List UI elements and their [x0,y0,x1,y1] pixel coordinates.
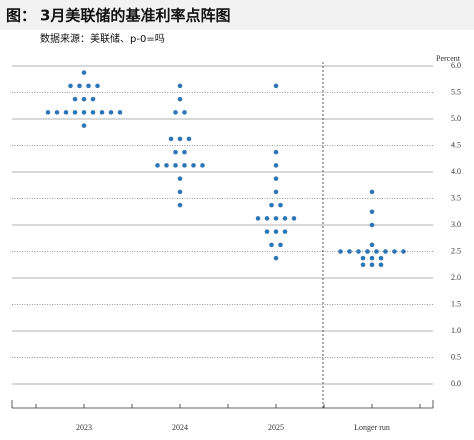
dot [255,216,261,221]
dot [177,96,183,102]
y-tick-label: 1.5 [451,299,461,308]
x-tick-label: Longer run [354,423,390,432]
x-tick-label: 2025 [268,423,284,432]
dot [182,110,187,115]
dot [273,216,279,221]
y-tick-label: 0.0 [451,379,461,388]
dot [360,255,366,261]
dot [72,110,78,115]
dot [278,242,283,248]
dot [177,136,183,142]
dot [90,110,96,115]
dot [86,83,91,89]
dot [45,110,51,115]
dot [369,262,375,268]
dot [273,163,279,168]
dot [264,229,270,234]
dot [365,249,370,254]
y-tick-label: 3.5 [451,193,461,202]
dot [81,96,87,102]
dot [273,255,279,261]
dot [177,83,183,89]
y-tick-label: 4.0 [451,167,461,176]
y-tick-label: 2.5 [451,246,461,255]
dot [168,136,174,142]
dot [200,163,205,168]
dot [68,83,73,89]
dot [369,189,375,195]
x-tick-label: 2024 [172,423,188,432]
dot [191,163,196,168]
x-tick-label: 2023 [76,423,92,432]
dot [347,249,352,254]
dot [273,229,279,234]
dot [177,202,183,208]
dot [81,123,87,128]
dot [401,249,406,254]
y-tick-label: 4.5 [451,140,461,149]
dot [282,229,288,234]
dot [269,202,274,208]
dot [269,242,274,248]
dot [95,83,100,89]
dot [81,70,87,75]
chart-title: 3月美联储的基准利率点阵图 [40,7,230,25]
dot [81,110,87,115]
y-tick-label: 6.0 [451,61,461,70]
dot [273,176,279,181]
dot [282,216,288,221]
dot [273,189,279,195]
dot [173,163,178,168]
dot [360,262,366,268]
dot [264,216,270,221]
title-bar [0,0,474,30]
dot [173,149,178,155]
dot [54,110,60,115]
dot [369,222,375,228]
dot [273,83,279,89]
y-tick-label: 5.0 [451,114,461,123]
dot [182,149,187,155]
dot [186,136,192,142]
dot [117,110,123,115]
dot [278,202,283,208]
dot [155,163,160,168]
dot [369,209,375,215]
dot [378,262,384,268]
dot [72,96,78,102]
dot [374,249,379,254]
dot [369,242,375,248]
dot [90,96,96,102]
dot [177,176,183,181]
y-axis-label: Percent [436,54,461,63]
y-tick-label: 1.0 [451,326,461,335]
y-tick-label: 0.5 [451,352,461,361]
y-tick-label: 5.5 [451,87,461,96]
dot [108,110,114,115]
dot [356,249,361,254]
dot [383,249,388,254]
dot [392,249,397,254]
dot [63,110,69,115]
dot [177,189,183,195]
dot [99,110,105,115]
dot [173,110,178,115]
dot [77,83,82,89]
dot [182,163,187,168]
title-prefix: 图： [6,7,36,25]
dot [378,255,384,261]
dot [164,163,169,168]
dot [369,255,375,261]
dot [273,149,279,155]
y-tick-label: 3.0 [451,220,461,229]
dot [338,249,343,254]
y-tick-label: 2.0 [451,273,461,282]
source: 数据来源：美联储、p-0=吗 [40,32,165,45]
dot [291,216,297,221]
